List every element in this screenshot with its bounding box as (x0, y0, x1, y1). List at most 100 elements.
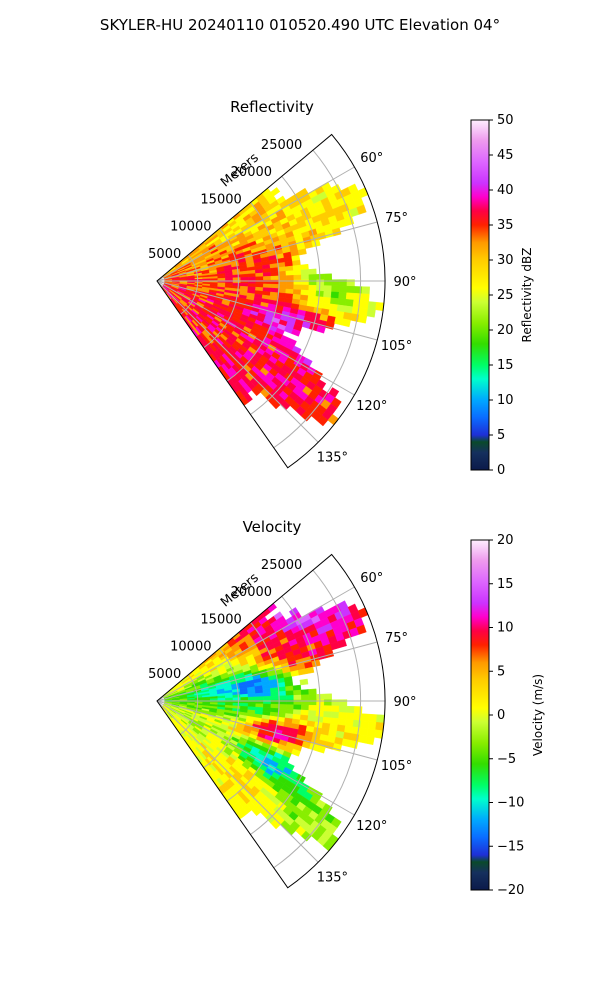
field-cell (368, 713, 378, 723)
field-cell (365, 735, 375, 746)
colorbar-tick-label: 0 (497, 708, 505, 723)
range-ring (203, 228, 239, 349)
field-cell (301, 274, 310, 281)
reflectivity-title: Reflectivity (230, 98, 314, 116)
field-cell (357, 734, 368, 744)
field-cell (270, 695, 279, 701)
field-cell (293, 284, 302, 291)
field-cell (345, 712, 355, 721)
reflectivity-colorbar: 0 5 10 15 20 25 30 35 40 45 50 Reflectivity dBZ (470, 113, 534, 478)
field-cell (255, 696, 264, 701)
field-cell (323, 711, 332, 719)
range-tick-label: 5000 (148, 667, 181, 682)
azimuth-tick-label: 135° (317, 450, 348, 465)
field-cell (270, 703, 279, 709)
field-cell (270, 283, 279, 289)
field-cell (247, 696, 257, 701)
field-cell (345, 299, 354, 308)
azimuth-gridline (156, 700, 378, 761)
colorbar-tick-label: 10 (497, 393, 514, 408)
field-cell (308, 290, 317, 297)
field-cell (247, 276, 257, 281)
field-cell (240, 273, 249, 278)
field-cell (270, 267, 279, 273)
field-cell (345, 719, 354, 728)
field-cell (202, 698, 211, 701)
field-cell (299, 678, 309, 686)
colorbar-tick-label: 15 (497, 358, 514, 373)
reflectivity-sector: 5000 10000 15000 20000 25000 60° 75° 90° 105° 120… (148, 133, 417, 469)
field-cell (232, 277, 241, 281)
field-cell (311, 659, 321, 668)
field-cell (255, 692, 264, 698)
field-cell (331, 285, 340, 293)
range-ring (273, 149, 362, 449)
field-cell (316, 325, 326, 334)
field-cell (291, 748, 301, 757)
colorbar-tick-label: 35 (497, 218, 514, 233)
field-cell (337, 718, 347, 727)
field-cell (285, 270, 294, 276)
colorbar-tick-label: 30 (497, 253, 514, 268)
field-cell (262, 703, 272, 709)
field-cell (316, 745, 326, 754)
azimuth-gridline (156, 700, 319, 863)
field-cell (263, 276, 272, 281)
field-cell (209, 698, 219, 701)
azimuth-gridline (156, 166, 355, 282)
field-cell (305, 666, 315, 675)
field-cell (323, 273, 332, 280)
azimuth-gridline (156, 641, 378, 702)
field-cell (285, 685, 294, 692)
field-cell (255, 272, 264, 278)
sector-frame (156, 133, 386, 469)
range-ring (180, 674, 199, 735)
field-cell (338, 292, 347, 300)
field-cell (367, 301, 377, 310)
field-cell (300, 269, 310, 276)
field-cell (262, 692, 272, 697)
velocity-colorbar: −20 −15 −10 −5 0 5 10 15 20 Velocity (m/s) (470, 533, 545, 898)
field-cell (330, 711, 340, 719)
colorbar-tick-label: 5 (497, 428, 505, 443)
field-cell (361, 286, 370, 295)
field-cell (360, 300, 370, 310)
field-cell (293, 269, 302, 276)
field-cell (338, 712, 347, 720)
velocity-colorbar-ticks: −20 −15 −10 −5 0 5 10 15 20 (489, 533, 524, 898)
field-cell (330, 297, 339, 306)
field-cells (161, 600, 385, 852)
field-cell (293, 274, 302, 281)
azimuth-tick-label: 60° (360, 571, 383, 586)
field-cell (291, 328, 301, 337)
field-cell (375, 301, 385, 311)
azimuth-gridline (156, 221, 378, 282)
field-cell (300, 263, 309, 271)
azimuth-tick-label: 120° (356, 399, 387, 414)
range-ring (180, 254, 199, 315)
reflectivity-colorbar-bar (470, 119, 490, 471)
field-cell (308, 710, 317, 717)
field-cell (251, 806, 261, 817)
colorbar-tick-label: −20 (497, 883, 524, 898)
range-tick-label: 25000 (261, 138, 302, 153)
azimuth-tick-label: 75° (385, 631, 408, 646)
reflectivity-colorbar-label: Reflectivity dBZ (520, 248, 534, 343)
field-cell (293, 704, 302, 711)
field-cell (262, 272, 272, 277)
colorbar-tick-label: 40 (497, 183, 514, 198)
field-cell (323, 705, 332, 713)
field-cell (240, 696, 249, 701)
field-cell (361, 293, 370, 302)
field-cell (300, 284, 310, 291)
colorbar-tick-label: 10 (497, 621, 514, 636)
field-cell (300, 410, 312, 422)
azimuth-tick-label: 90° (393, 275, 416, 290)
azimuth-gridline (156, 280, 355, 396)
azimuth-tick-label: 60° (360, 151, 383, 166)
field-cell (356, 204, 367, 215)
azimuth-gridline (156, 280, 319, 443)
field-cell (357, 314, 368, 324)
colorbar-tick-label: 20 (497, 323, 514, 338)
